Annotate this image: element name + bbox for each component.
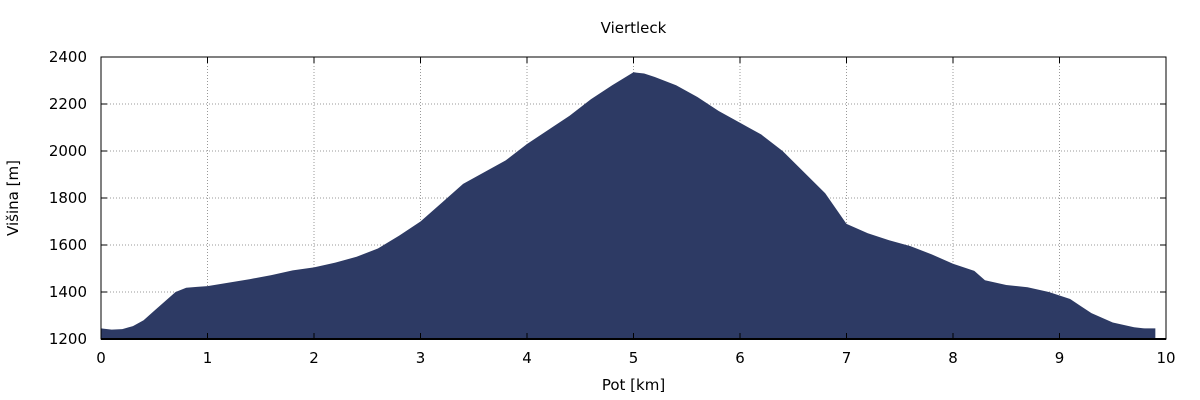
x-tick-label: 4: [522, 349, 532, 367]
x-tick-label: 7: [842, 349, 852, 367]
x-tick-label: 9: [1055, 349, 1065, 367]
x-tick-label: 2: [309, 349, 319, 367]
x-tick-label: 8: [948, 349, 958, 367]
chart-title: Viertleck: [601, 19, 667, 37]
y-axis-label: Višina [m]: [4, 160, 22, 236]
x-axis-label: Pot [km]: [602, 376, 665, 394]
y-tick-label: 2400: [49, 48, 87, 66]
x-tick-label: 10: [1156, 349, 1175, 367]
x-tick-label: 5: [629, 349, 639, 367]
x-tick-label: 6: [735, 349, 745, 367]
x-tick-label: 1: [203, 349, 213, 367]
x-ticks: 0 1 2 3 4 5 6 7 8 9 10: [96, 57, 1176, 367]
y-tick-label: 1600: [49, 236, 87, 254]
y-tick-label: 1800: [49, 189, 87, 207]
y-tick-label: 1200: [49, 330, 87, 348]
y-tick-label: 2200: [49, 95, 87, 113]
x-tick-label: 3: [416, 349, 426, 367]
y-tick-label: 2000: [49, 142, 87, 160]
x-tick-label: 0: [96, 349, 106, 367]
elevation-area: [101, 72, 1156, 340]
y-tick-label: 1400: [49, 283, 87, 301]
y-ticks: 1200 1400 1600 1800 2000 2200 2400: [49, 48, 1166, 348]
